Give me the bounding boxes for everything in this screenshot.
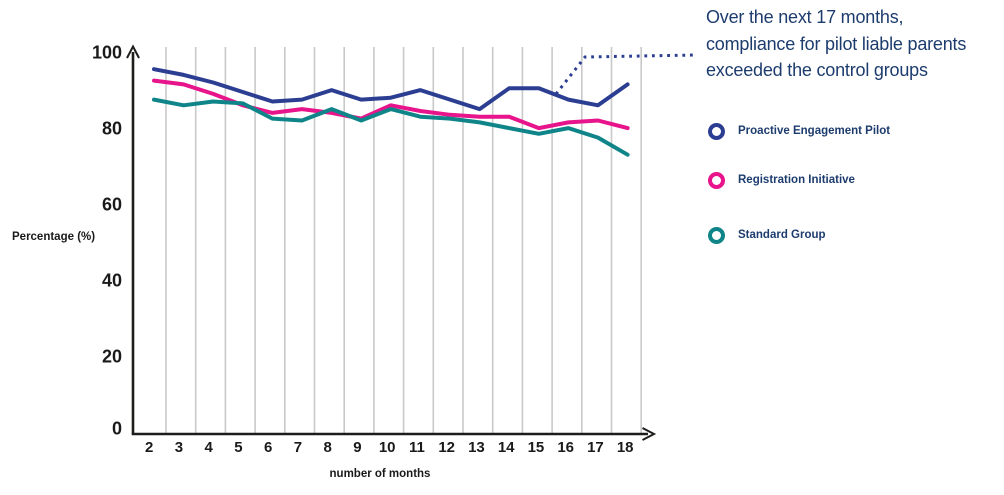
axes: [126, 44, 657, 441]
x-tick-labels: 2 3 4 5 6 7 8 9 10 11 12 13 14 15 16 17 18: [145, 439, 634, 456]
legend-label: Proactive Engagement Pilot: [738, 125, 891, 137]
svg-text:9: 9: [353, 439, 361, 456]
legend-ring-icon: [708, 122, 725, 140]
legend-label: Standard Group: [738, 229, 826, 241]
svg-text:6: 6: [264, 439, 272, 456]
y-axis-arrow-icon: [126, 44, 140, 59]
svg-text:100: 100: [92, 43, 122, 63]
svg-text:18: 18: [617, 439, 634, 456]
svg-text:5: 5: [234, 439, 242, 456]
svg-text:13: 13: [468, 439, 485, 456]
x-axis-title: number of months: [329, 468, 431, 480]
svg-text:14: 14: [498, 439, 515, 456]
svg-text:40: 40: [102, 271, 122, 291]
legend-ring-icon: [708, 226, 725, 244]
annotation-line: Over the next 17 months,: [706, 7, 904, 27]
annotation-text: Over the next 17 months, compliance for …: [706, 4, 1004, 84]
annotation-line: exceeded the control groups: [706, 60, 928, 80]
svg-text:2: 2: [145, 439, 153, 456]
series-line-proactive-engagement-pilot: [152, 67, 630, 112]
x-axis-arrow-icon: [642, 427, 657, 441]
legend-ring-icon: [708, 171, 725, 189]
y-tick-labels: 0 20 40 60 80 100: [92, 43, 122, 439]
annotation-leader-dotted-line: [554, 53, 697, 95]
legend-label: Registration Initiative: [738, 174, 855, 186]
legend-item-registration-initiative: Registration Initiative: [708, 171, 855, 189]
annotation-line: compliance for pilot liable parents: [706, 33, 967, 54]
svg-text:80: 80: [102, 119, 122, 139]
svg-text:0: 0: [112, 419, 122, 439]
svg-text:15: 15: [528, 439, 545, 456]
svg-text:20: 20: [102, 347, 122, 367]
svg-text:8: 8: [324, 439, 332, 456]
series-line-standard-group: [152, 97, 630, 157]
svg-text:12: 12: [438, 439, 455, 456]
svg-text:17: 17: [587, 439, 604, 456]
legend-item-standard-group: Standard Group: [708, 226, 826, 244]
svg-text:60: 60: [102, 195, 122, 215]
svg-text:11: 11: [409, 439, 425, 456]
svg-text:3: 3: [175, 439, 183, 456]
svg-text:7: 7: [294, 439, 302, 456]
legend-item-proactive-engagement-pilot: Proactive Engagement Pilot: [708, 122, 890, 140]
svg-text:16: 16: [557, 439, 574, 456]
y-axis-title: Percentage (%): [12, 231, 96, 243]
svg-text:10: 10: [379, 439, 396, 456]
svg-text:4: 4: [205, 439, 214, 456]
